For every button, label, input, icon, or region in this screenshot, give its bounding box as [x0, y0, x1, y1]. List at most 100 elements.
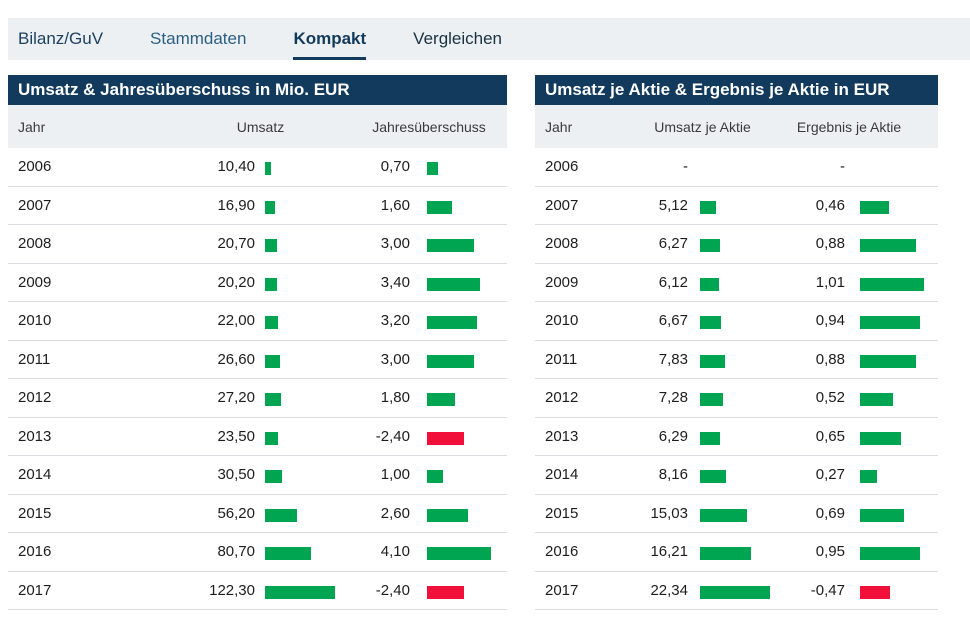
value-cell: -2,40 [375, 427, 410, 445]
value-cell: - [683, 158, 688, 176]
positive-bar [700, 470, 726, 484]
tab-kompakt[interactable]: Kompakt [293, 18, 367, 60]
positive-bar [860, 470, 877, 484]
positive-bar [265, 431, 278, 445]
year-cell: 2006 [18, 158, 52, 176]
table-title: Umsatz je Aktie & Ergebnis je Aktie in E… [535, 75, 938, 105]
bar-cell [845, 314, 938, 330]
tab-bilanz-guv[interactable]: Bilanz/GuV [18, 29, 104, 48]
bar-cell [419, 276, 507, 291]
table-row: 2017 22,34 -0,47 [535, 572, 938, 610]
table-row: 2011 26,60 3,00 [8, 341, 507, 379]
positive-bar [700, 508, 747, 522]
bar-cell [265, 199, 351, 214]
table-row: 2010 22,00 3,20 [8, 302, 507, 341]
year-cell: 2009 [545, 273, 579, 291]
value-cell: 1,00 [380, 466, 410, 484]
table-row: 2014 8,16 0,27 [535, 456, 938, 495]
bar-cell [688, 430, 780, 445]
positive-bar [265, 239, 277, 253]
negative-bar [860, 585, 890, 599]
positive-bar [700, 200, 716, 214]
bar-cell [419, 468, 507, 484]
value-cell: 6,29 [658, 427, 688, 445]
positive-bar [860, 547, 920, 561]
table-row: 2011 7,83 0,88 [535, 341, 938, 379]
table-row: 2016 80,70 4,10 [8, 533, 507, 572]
positive-bar [265, 277, 277, 291]
bar-cell [265, 391, 351, 407]
bar-cell [688, 237, 780, 253]
table-row: 2009 20,20 3,40 [8, 264, 507, 302]
value-cell: 3,20 [380, 312, 410, 330]
positive-bar [265, 162, 271, 176]
value-cell: 3,00 [380, 350, 410, 368]
bar-cell [845, 237, 938, 253]
year-cell: 2014 [18, 466, 52, 484]
positive-bar [427, 277, 480, 291]
negative-bar [427, 431, 464, 445]
positive-bar [860, 393, 893, 407]
positive-bar [860, 277, 924, 291]
value-cell: 5,12 [658, 196, 688, 214]
table-row: 2006 - - [535, 148, 938, 187]
bar-cell [419, 353, 507, 368]
value-cell: 27,20 [217, 389, 255, 407]
value-cell: 0,88 [815, 235, 845, 253]
positive-bar [860, 508, 904, 522]
tab-vergleichen[interactable]: Vergleichen [413, 29, 503, 48]
table-row: 2010 6,67 0,94 [535, 302, 938, 341]
value-cell: 1,60 [380, 196, 410, 214]
value-cell: -0,47 [810, 581, 845, 599]
value-cell: 0,94 [815, 312, 845, 330]
bar-cell [265, 430, 351, 445]
year-cell: 2011 [545, 350, 578, 368]
year-cell: 2007 [545, 196, 579, 214]
bar-cell [688, 507, 780, 522]
column-header-umsatz: Umsatz [236, 118, 285, 135]
bar-cell [265, 160, 351, 176]
value-cell: 20,20 [217, 273, 255, 291]
year-cell: 2017 [545, 581, 579, 599]
year-cell: 2011 [18, 350, 51, 368]
positive-bar [265, 354, 280, 368]
value-cell: 6,27 [658, 235, 688, 253]
positive-bar [700, 354, 725, 368]
bar-cell [688, 314, 780, 330]
bar-cell [845, 468, 938, 484]
column-header-ergebnis-je-aktie: Ergebnis je Aktie [796, 118, 902, 135]
positive-bar [700, 585, 770, 599]
bar-cell [688, 276, 780, 291]
value-cell: 8,16 [658, 466, 688, 484]
positive-bar [427, 354, 474, 368]
year-cell: 2006 [545, 158, 579, 176]
positive-bar [860, 239, 916, 253]
bar-cell [265, 584, 351, 599]
value-cell: 56,20 [217, 504, 255, 522]
bar-cell [688, 545, 780, 561]
table-row: 2006 10,40 0,70 [8, 148, 507, 187]
positive-bar [700, 239, 720, 253]
year-cell: 2008 [545, 235, 579, 253]
tab-stammdaten[interactable]: Stammdaten [150, 29, 247, 48]
bar-cell [419, 160, 507, 176]
table-row: 2015 56,20 2,60 [8, 495, 507, 533]
negative-bar [427, 585, 464, 599]
table-row: 2012 7,28 0,52 [535, 379, 938, 418]
value-cell: 23,50 [217, 427, 255, 445]
column-header-jahr: Jahr [545, 118, 573, 135]
year-cell: 2015 [545, 504, 579, 522]
bar-cell [688, 391, 780, 407]
table-body: 2006 - - 2007 5,12 0,46 2008 6,27 0,88 2009 6,12 1,… [535, 148, 938, 610]
bar-cell [845, 430, 938, 445]
positive-bar [265, 316, 278, 330]
value-cell: 0,46 [815, 196, 845, 214]
bar-cell [845, 584, 938, 599]
value-cell: 1,80 [380, 389, 410, 407]
year-cell: 2008 [18, 235, 52, 253]
bar-cell [265, 237, 351, 253]
table-row: 2012 27,20 1,80 [8, 379, 507, 418]
table-row: 2008 20,70 3,00 [8, 225, 507, 264]
year-cell: 2012 [18, 389, 52, 407]
bar-cell [845, 507, 938, 522]
